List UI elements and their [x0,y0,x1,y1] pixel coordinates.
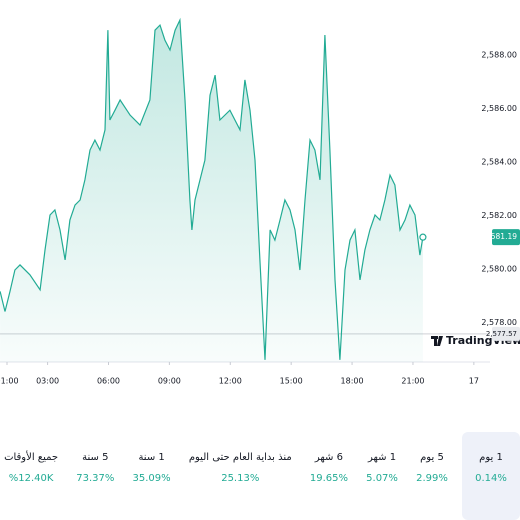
y-tick-label: 2,582.00 [481,211,517,220]
line [0,17,424,360]
x-tick-label: 21:00 [401,377,424,386]
period-change: 0.14% [475,473,507,484]
period-label: 6 شهر [314,452,343,463]
x-tick-label: 03:00 [36,377,59,386]
baseline-label: 2,577.57 [486,330,517,338]
period-label: 5 سنة [82,452,109,463]
baseline-label-bg [492,326,520,341]
period-button[interactable]: 5 يوم 2.99% [412,432,452,520]
period-label: 1 يوم [479,452,503,463]
tv-logo-icon [431,336,443,346]
y-tick-label: 2,580.00 [481,264,517,273]
x-tick-label: 06:00 [97,377,120,386]
period-change: 35.09% [132,473,171,484]
period-label: 1 شهر [368,452,397,463]
x-tick-label: 15:00 [280,377,303,386]
period-button[interactable]: 1 سنة 35.09% [129,432,175,520]
period-label: 5 يوم [420,452,444,463]
period-button[interactable]: جميع الأوقات 12.40K% [0,432,62,520]
price-label: 2,581.19 [484,232,518,241]
performance-bar: 1 يوم 0.14% 5 يوم 2.99% 1 شهر 5.07% 6 شهر 19.65… [0,432,520,520]
period-change: 12.40K% [8,473,54,484]
period-label: منذ بداية العام حتى اليوم [188,452,292,463]
chart: TradingView 2,578.002,580.002,582.002,58… [0,17,520,386]
period-button[interactable]: 5 سنة 73.37% [72,432,118,520]
x-tick-label: 09:00 [158,377,181,386]
price-label-bg [492,229,520,246]
y-tick-label: 2,586.00 [481,104,517,113]
x-tick-label: 12:00 [219,377,242,386]
period-change: 73.37% [76,473,115,484]
period-change: 2.99% [416,473,448,484]
period-label: جميع الأوقات [4,452,59,463]
period-change: 5.07% [366,473,398,484]
area [0,20,423,362]
period-label: 1 سنة [138,452,165,463]
period-button[interactable]: 6 شهر 19.65% [306,432,352,520]
period-button[interactable]: منذ بداية العام حتى اليوم 25.13% [185,432,296,520]
period-button[interactable]: 1 يوم 0.14% [462,432,520,520]
last-point [419,233,427,241]
x-tick-label: 17 [469,377,479,386]
x-tick-label: 18:00 [341,377,364,386]
y-tick-label: 2,588.00 [481,51,517,60]
y-tick-label: 2,578.00 [481,318,517,327]
y-tick-label: 2,584.00 [481,158,517,167]
period-change: 19.65% [309,473,349,484]
x-tick-label: 01:00 [0,377,19,386]
period-button[interactable]: 1 شهر 5.07% [362,432,402,520]
period-change: 25.13% [221,473,260,484]
